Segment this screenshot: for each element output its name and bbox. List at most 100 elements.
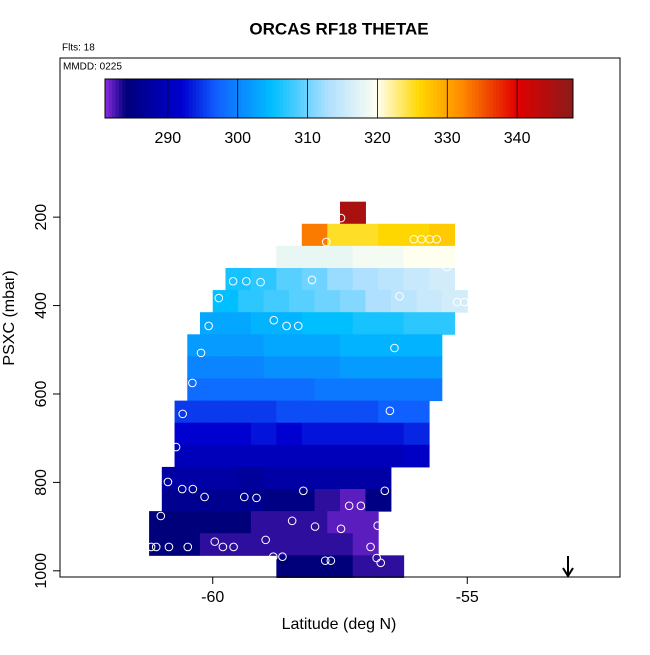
colorbar-swatch — [105, 79, 109, 118]
flight-point — [164, 542, 174, 552]
colorbar-swatch — [290, 79, 294, 118]
flight-point — [417, 234, 426, 244]
colorbar-swatch — [436, 79, 441, 118]
heatmap-cell — [352, 312, 379, 335]
flight-point — [366, 542, 375, 552]
flight-point — [344, 501, 354, 511]
colorbar-swatch — [531, 79, 535, 118]
colorbar-swatch — [178, 79, 183, 118]
heatmap-cell — [365, 356, 392, 380]
colorbar-swatch — [478, 79, 483, 118]
colorbar-swatch — [447, 79, 452, 118]
colorbar-swatch — [562, 79, 567, 118]
colorbar-swatch — [457, 79, 462, 118]
colorbar-swatch — [433, 79, 438, 118]
flight-point — [380, 486, 390, 496]
heatmap-cell — [390, 290, 417, 313]
colorbar-swatch — [206, 79, 211, 118]
colorbar-swatch — [527, 79, 532, 118]
colorbar-swatch — [118, 79, 123, 118]
colorbar-swatch — [468, 79, 473, 118]
heatmap-cell — [276, 422, 303, 446]
heatmap-cell — [314, 290, 341, 313]
flight-point — [196, 348, 206, 358]
colorbar-swatch — [300, 79, 305, 118]
colorbar-swatch — [429, 79, 434, 118]
heatmap-cell — [187, 489, 214, 512]
heatmap-cell — [238, 334, 265, 357]
colorbar-swatch — [482, 79, 487, 118]
flight-point — [442, 262, 452, 272]
heatmap-cell — [200, 312, 226, 335]
x-tick-label: -55 — [456, 589, 479, 606]
colorbar-swatch — [139, 79, 144, 118]
flight-point — [459, 297, 469, 307]
heatmap-cell — [238, 466, 265, 490]
heatmap-cell — [276, 267, 303, 291]
heatmap-cell — [161, 466, 188, 490]
heatmap-cell — [238, 356, 265, 380]
heatmap-cell — [365, 466, 392, 490]
heatmap-cell — [200, 511, 226, 534]
y-tick-label: 400 — [33, 292, 50, 319]
flight-point — [373, 521, 382, 531]
colorbar-swatch — [524, 79, 528, 118]
colorbar-tick-label: 340 — [504, 130, 531, 147]
colorbar-swatch — [171, 79, 176, 118]
colorbar-swatch — [122, 79, 127, 118]
flight-point — [356, 501, 366, 511]
heatmap-cell — [149, 533, 176, 556]
colorbar-swatch — [510, 79, 515, 118]
colorbar-swatch — [541, 79, 546, 118]
colorbar-swatch — [422, 79, 427, 118]
colorbar-swatch — [318, 79, 322, 118]
colorbar-frame — [104, 78, 574, 119]
colorbar-swatch — [513, 79, 518, 118]
heatmap-cell — [352, 245, 379, 269]
colorbar-swatch — [548, 79, 553, 118]
heatmap-cell — [289, 378, 316, 402]
flight-point — [214, 293, 224, 303]
heatmap-cell — [429, 267, 456, 291]
heatmap-cell — [352, 444, 379, 468]
colorbar-swatch — [538, 79, 542, 118]
colorbar-swatch — [475, 79, 480, 118]
heatmap-cell — [174, 422, 201, 446]
heatmap-cell — [263, 290, 290, 313]
flight-point — [188, 484, 198, 494]
colorbar-swatch — [192, 79, 197, 118]
flight-point — [282, 321, 291, 331]
colorbar-swatch — [352, 79, 357, 118]
heatmap-cell — [352, 267, 379, 291]
y-tick-label: 200 — [33, 204, 50, 231]
heatmap-cell — [263, 356, 290, 380]
colorbar-swatch — [401, 79, 406, 118]
heatmap-cell — [352, 223, 379, 247]
heatmap-cell — [352, 511, 379, 534]
heatmap-cell — [327, 267, 354, 291]
heatmap-cell — [390, 356, 417, 380]
annotation: MMDD: 0225 — [63, 62, 122, 73]
heatmap-cell — [429, 245, 456, 269]
colorbar-swatch — [489, 79, 494, 118]
flight-point — [188, 378, 197, 388]
heatmap-cell — [365, 334, 392, 357]
heatmap-cell — [187, 334, 214, 357]
heatmap-cell — [225, 312, 252, 335]
heatmap-cell — [352, 400, 379, 424]
heatmap-cell — [200, 533, 226, 556]
colorbar-swatch — [216, 79, 221, 118]
heatmap-cell — [340, 356, 366, 380]
heatmap-cell — [378, 312, 405, 335]
colorbar-swatch — [559, 79, 563, 118]
colorbar-swatch — [115, 79, 120, 118]
colorbar-swatch — [227, 79, 232, 118]
heatmap-cell — [250, 533, 277, 556]
colorbar-swatch — [408, 79, 413, 118]
heatmap-cell — [276, 400, 303, 424]
colorbar-swatch — [342, 79, 347, 118]
flight-point — [228, 276, 238, 286]
heatmap-cell — [289, 290, 316, 313]
heatmap-cell — [212, 334, 239, 357]
